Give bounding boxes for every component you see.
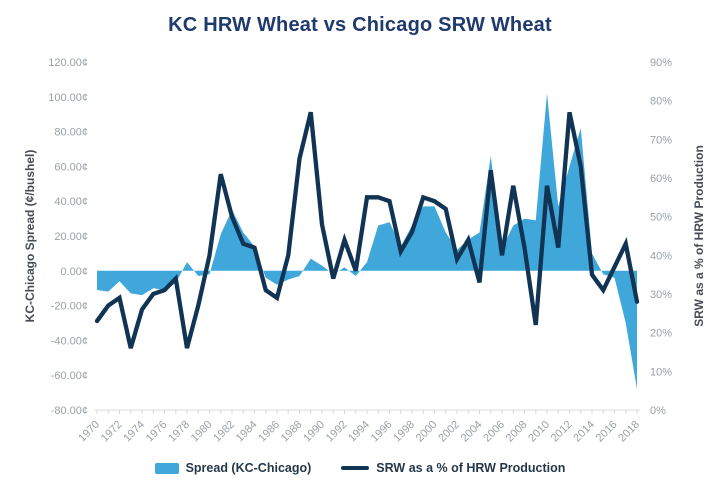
- right-tick-label-30: 30%: [650, 289, 672, 301]
- left-tick-label--80: -80.00¢: [51, 405, 88, 417]
- x-tick-label-1978: 1978: [166, 419, 192, 445]
- right-tick-label-80: 80%: [650, 96, 672, 108]
- x-tick-label-1998: 1998: [391, 419, 417, 445]
- right-tick-label-60: 60%: [650, 173, 672, 185]
- x-tick-label-2018: 2018: [616, 419, 642, 445]
- chart-legend: Spread (KC-Chicago) SRW as a % of HRW Pr…: [0, 461, 720, 475]
- x-tick-label-2002: 2002: [436, 419, 462, 445]
- line-series-swatch-icon: [341, 465, 370, 471]
- x-tick-label-2006: 2006: [481, 419, 507, 445]
- legend-item-srw: SRW as a % of HRW Production: [341, 461, 565, 475]
- x-tick-label-2012: 2012: [549, 419, 575, 445]
- right-tick-label-0: 0%: [650, 405, 666, 417]
- x-tick-label-1990: 1990: [301, 419, 327, 445]
- srw-percent-line-series: [94, 111, 640, 349]
- x-tick-label-2016: 2016: [594, 419, 620, 445]
- x-tick-label-2000: 2000: [414, 419, 440, 445]
- right-tick-label-40: 40%: [650, 250, 672, 262]
- x-tick-label-1970: 1970: [76, 419, 102, 445]
- right-tick-label-90: 90%: [650, 57, 672, 69]
- left-tick-label-40: 40.00¢: [54, 196, 88, 208]
- right-tick-label-50: 50%: [650, 212, 672, 224]
- legend-label-spread: Spread (KC-Chicago): [185, 461, 312, 475]
- right-tick-label-70: 70%: [650, 134, 672, 146]
- legend-item-spread: Spread (KC-Chicago): [154, 461, 312, 475]
- left-tick-label-80: 80.00¢: [54, 127, 88, 139]
- right-tick-label-10: 10%: [650, 366, 672, 378]
- left-tick-label--20: -20.00¢: [51, 301, 88, 313]
- x-tick-label-1992: 1992: [324, 419, 350, 445]
- left-tick-label--40: -40.00¢: [51, 335, 88, 347]
- left-tick-label-60: 60.00¢: [54, 161, 88, 173]
- x-tick-label-1984: 1984: [234, 419, 260, 445]
- left-tick-label--60: -60.00¢: [51, 370, 88, 382]
- x-tick-label-1994: 1994: [346, 419, 372, 445]
- x-tick-label-2008: 2008: [504, 419, 530, 445]
- left-tick-label-20: 20.00¢: [54, 231, 88, 243]
- right-tick-label-20: 20%: [650, 328, 672, 340]
- left-tick-label-0: 0.00¢: [60, 266, 88, 278]
- legend-label-srw: SRW as a % of HRW Production: [376, 461, 566, 475]
- left-tick-label-120: 120.00¢: [48, 57, 88, 69]
- chart-title: KC HRW Wheat vs Chicago SRW Wheat: [168, 14, 552, 36]
- x-tick-label-1986: 1986: [256, 419, 282, 445]
- x-tick-label-1996: 1996: [369, 419, 395, 445]
- x-tick-label-1974: 1974: [121, 419, 147, 445]
- area-series-swatch-icon: [154, 462, 179, 474]
- left-tick-label-100: 100.00¢: [48, 92, 88, 104]
- x-tick-label-1980: 1980: [189, 419, 215, 445]
- x-tick-label-2014: 2014: [571, 419, 597, 445]
- x-tick-label-1972: 1972: [99, 419, 125, 445]
- x-tick-label-1976: 1976: [144, 419, 170, 445]
- x-tick-label-2010: 2010: [526, 419, 552, 445]
- x-tick-label-2004: 2004: [459, 419, 485, 445]
- x-tick-label-1982: 1982: [211, 419, 237, 445]
- spread-area-series: [97, 93, 637, 390]
- x-tick-label-1988: 1988: [279, 419, 305, 445]
